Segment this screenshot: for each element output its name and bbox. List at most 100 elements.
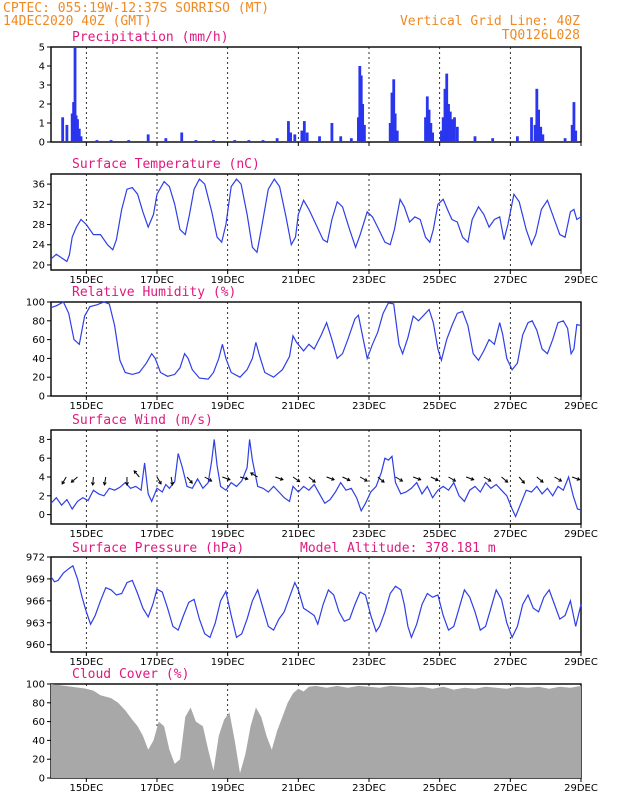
- precip-bar: [65, 124, 69, 142]
- cloud-x-tick-label: 21DEC: [281, 783, 315, 794]
- rh-x-tick-label: 29DEC: [564, 401, 598, 412]
- wind-x-tick-label: 23DEC: [352, 529, 386, 540]
- precip-bar: [535, 88, 539, 142]
- wind-arrow: [275, 476, 284, 481]
- precip-bar: [289, 132, 292, 142]
- rh-y-tick-label: 0: [39, 392, 45, 403]
- temp-x-tick-label: 27DEC: [493, 275, 527, 286]
- wind-x-tick-label: 19DEC: [211, 529, 245, 540]
- precip-bar: [443, 88, 447, 142]
- wind-arrow: [204, 476, 213, 482]
- precip-bar: [390, 92, 394, 142]
- precip-bar: [109, 140, 113, 142]
- pressure-x-tick-label: 17DEC: [140, 657, 174, 668]
- cloud-x-tick-label: 17DEC: [140, 783, 174, 794]
- wind-arrow: [448, 476, 457, 482]
- temp-x-tick-label: 15DEC: [69, 275, 103, 286]
- temp-x-tick-label: 29DEC: [564, 275, 598, 286]
- model-altitude: Model Altitude: 378.181 m: [300, 541, 496, 556]
- rh-title: Relative Humidity (%): [72, 285, 236, 300]
- temp-title: Surface Temperature (nC): [72, 157, 260, 172]
- precip-bar: [146, 134, 150, 142]
- precip-bar: [194, 140, 198, 142]
- cloud-y-tick-label: 0: [39, 774, 45, 785]
- pressure-x-tick-label: 27DEC: [493, 657, 527, 668]
- cloud-cover-area: [51, 684, 581, 778]
- precip-bar: [361, 104, 365, 142]
- rh-y-tick-label: 40: [32, 354, 45, 365]
- precip-bar: [516, 136, 519, 142]
- precip-bar: [541, 134, 545, 142]
- rh-x-tick-label: 23DEC: [352, 401, 386, 412]
- precip-bar: [440, 130, 443, 142]
- precip-bar: [445, 73, 449, 142]
- pressure-x-tick-label: 19DEC: [211, 657, 245, 668]
- precip-bar: [300, 130, 304, 142]
- precip-bar: [73, 47, 77, 142]
- precip-bar: [450, 119, 454, 142]
- precip-bar: [537, 109, 540, 142]
- precip-bar: [330, 123, 334, 142]
- precip-bar: [70, 113, 74, 142]
- cloud-title: Cloud Cover (%): [72, 667, 189, 682]
- precip-bar: [95, 140, 99, 142]
- precip-bar: [395, 130, 399, 142]
- precip-title: Precipitation (mm/h): [72, 30, 229, 45]
- wind-arrow: [249, 472, 258, 478]
- precip-bar: [392, 79, 396, 142]
- temp-x-tick-label: 17DEC: [140, 275, 174, 286]
- wind-title: Surface Wind (m/s): [72, 413, 213, 428]
- wind-y-tick-label: 8: [39, 435, 45, 446]
- precip-y-tick-label: 2: [39, 100, 45, 111]
- precip-bar: [441, 117, 445, 142]
- temp-x-tick-label: 25DEC: [423, 275, 457, 286]
- wind-arrow: [395, 476, 404, 482]
- precip-bar: [247, 140, 251, 142]
- precip-bar: [447, 104, 450, 142]
- rh-x-tick-label: 15DEC: [69, 401, 103, 412]
- precip-bar: [180, 132, 184, 142]
- precip-bar: [533, 124, 537, 142]
- wind-x-tick-label: 25DEC: [423, 529, 457, 540]
- pressure-y-tick-label: 966: [26, 596, 45, 607]
- rh-x-tick-label: 25DEC: [423, 401, 457, 412]
- precip-bar: [287, 121, 290, 142]
- precip-bar: [530, 117, 533, 142]
- wind-arrow: [186, 476, 193, 484]
- temp-x-tick-label: 23DEC: [352, 275, 386, 286]
- precip-bar: [79, 136, 83, 142]
- rh-y-tick-label: 60: [32, 335, 45, 346]
- precip-bar: [61, 117, 65, 142]
- wind-arrow: [571, 476, 581, 481]
- wind-arrow: [518, 476, 525, 484]
- temp-x-tick-label: 19DEC: [211, 275, 245, 286]
- pressure-x-tick-label: 25DEC: [423, 657, 457, 668]
- cloud-x-tick-label: 27DEC: [493, 783, 527, 794]
- wind-y-tick-label: 2: [39, 491, 45, 502]
- precip-bar: [491, 138, 495, 142]
- precip-bar: [574, 130, 578, 142]
- pressure-y-tick-label: 963: [26, 618, 45, 629]
- wind-arrow: [359, 476, 368, 482]
- wind-x-tick-label: 17DEC: [140, 529, 174, 540]
- precip-bar: [357, 117, 360, 142]
- wind-arrow: [292, 476, 301, 483]
- wind-y-tick-label: 4: [39, 473, 45, 484]
- precip-bar: [164, 138, 168, 142]
- wind-arrow: [554, 476, 563, 482]
- cloud-y-tick-label: 100: [26, 680, 45, 691]
- wind-arrow: [308, 476, 316, 483]
- temp-y-tick-label: 36: [32, 180, 45, 191]
- wind-arrow: [377, 476, 385, 483]
- wind-arrow: [483, 476, 492, 482]
- wind-arrow: [90, 476, 95, 486]
- precip-bar: [455, 126, 459, 142]
- precip-y-tick-label: 0: [39, 138, 45, 149]
- wind-arrow: [326, 476, 336, 481]
- pressure-y-tick-label: 960: [26, 640, 45, 651]
- wind-series-line: [50, 439, 582, 519]
- wind-arrow: [170, 476, 175, 486]
- rh-y-tick-label: 80: [32, 316, 45, 327]
- wind-x-tick-label: 15DEC: [69, 529, 103, 540]
- precip-bar: [431, 132, 434, 142]
